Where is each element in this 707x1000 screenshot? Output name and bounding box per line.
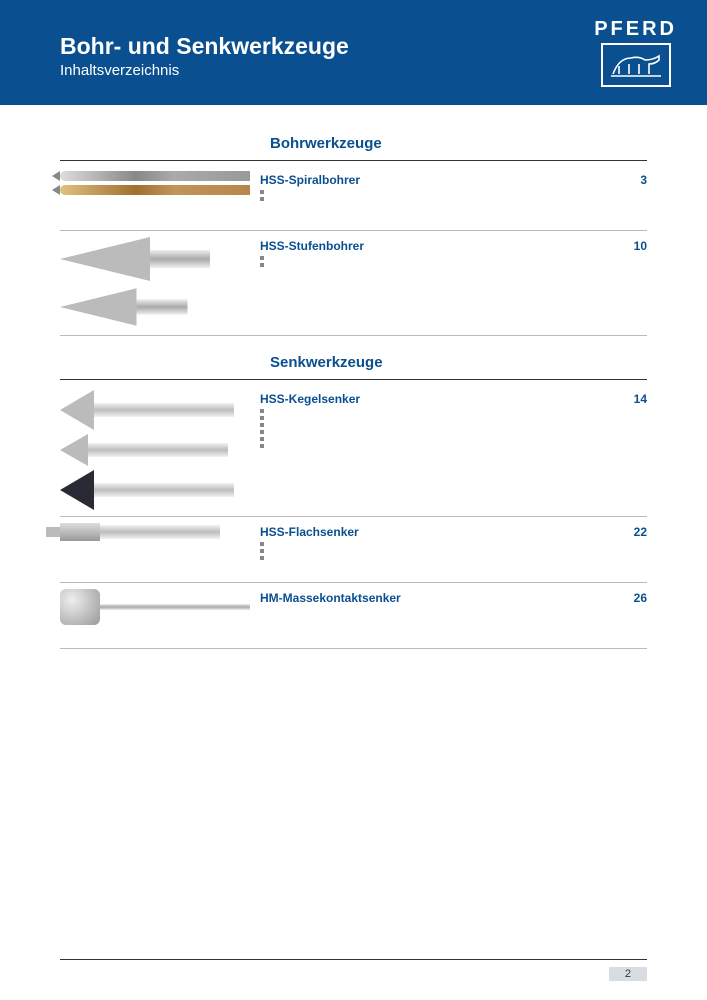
bullet-icon	[260, 444, 264, 448]
page-title: Bohr- und Senkwerkzeuge	[60, 33, 349, 60]
bullet-icon	[260, 437, 264, 441]
entry-body: HSS-Stufenbohrer 10	[260, 237, 647, 329]
entry-page-number: 22	[634, 525, 647, 576]
bullet-icon	[260, 256, 264, 260]
shank-icon	[100, 604, 251, 610]
entry-body: HSS-Flachsenker 22	[260, 523, 647, 576]
entry-page-number: 14	[634, 392, 647, 510]
brand-mark	[601, 43, 671, 87]
step-drill-icon	[60, 237, 150, 281]
entry-title: HM-Massekontaktsenker	[260, 591, 401, 605]
countersink-icon	[60, 434, 88, 466]
shank-icon	[100, 525, 220, 539]
step-drill-icon	[60, 288, 137, 325]
bullet-icon	[260, 416, 264, 420]
entry-body: HSS-Kegelsenker 14	[260, 390, 647, 510]
bullet-icon	[260, 556, 264, 560]
bullet-icon	[260, 542, 264, 546]
page-footer: 2	[60, 959, 647, 982]
toc-content: Bohrwerkzeuge HSS-Spiralbohrer 3 HSS-Stu	[0, 105, 707, 649]
entry-title: HSS-Flachsenker	[260, 525, 359, 539]
entry-title: HSS-Kegelsenker	[260, 392, 360, 406]
entry-page-number: 10	[634, 239, 647, 329]
entry-bullets	[260, 409, 360, 448]
entry-page-number: 3	[640, 173, 647, 224]
toc-entry: HSS-Spiralbohrer 3	[60, 171, 647, 231]
shank-icon	[150, 250, 210, 268]
twist-drill-icon	[60, 171, 250, 181]
countersink-icon	[60, 390, 94, 430]
entry-bullets	[260, 542, 359, 560]
bullet-icon	[260, 409, 264, 413]
horse-icon	[609, 50, 663, 80]
shank-icon	[137, 299, 188, 314]
shank-icon	[94, 403, 234, 417]
section-rule	[60, 160, 647, 161]
entry-thumbnail	[60, 523, 260, 576]
entry-thumbnail	[60, 171, 260, 224]
twist-drill-gold-icon	[60, 185, 250, 195]
section-rule	[60, 379, 647, 380]
toc-entry: HM-Massekontaktsenker 26	[60, 589, 647, 649]
toc-entry: HSS-Kegelsenker 14	[60, 390, 647, 517]
countersink-dark-icon	[60, 470, 94, 510]
bullet-icon	[260, 190, 264, 194]
mass-contact-sink-icon	[60, 589, 100, 625]
entry-thumbnail	[60, 390, 260, 510]
entry-title: HSS-Spiralbohrer	[260, 173, 360, 187]
section-heading: Senkwerkzeuge	[270, 354, 647, 371]
bullet-icon	[260, 430, 264, 434]
header-text-block: Bohr- und Senkwerkzeuge Inhaltsverzeichn…	[60, 33, 349, 79]
page-header: Bohr- und Senkwerkzeuge Inhaltsverzeichn…	[0, 0, 707, 105]
flat-countersink-icon	[60, 523, 100, 541]
section-heading: Bohrwerkzeuge	[270, 135, 647, 152]
bullet-icon	[260, 549, 264, 553]
brand-logo: PFERD	[594, 18, 677, 87]
shank-icon	[88, 443, 228, 457]
toc-entry: HSS-Stufenbohrer 10	[60, 237, 647, 336]
entry-thumbnail	[60, 237, 260, 329]
entry-body: HM-Massekontaktsenker 26	[260, 589, 647, 642]
entry-bullets	[260, 190, 360, 201]
bullet-icon	[260, 423, 264, 427]
page-number-badge: 2	[609, 967, 647, 981]
bullet-icon	[260, 197, 264, 201]
entry-body: HSS-Spiralbohrer 3	[260, 171, 647, 224]
entry-bullets	[260, 256, 364, 267]
shank-icon	[94, 483, 234, 497]
bullet-icon	[260, 263, 264, 267]
toc-entry: HSS-Flachsenker 22	[60, 523, 647, 583]
entry-title: HSS-Stufenbohrer	[260, 239, 364, 253]
entry-page-number: 26	[634, 591, 647, 642]
page-subtitle: Inhaltsverzeichnis	[60, 62, 349, 79]
entry-thumbnail	[60, 589, 260, 642]
brand-name: PFERD	[594, 18, 677, 41]
